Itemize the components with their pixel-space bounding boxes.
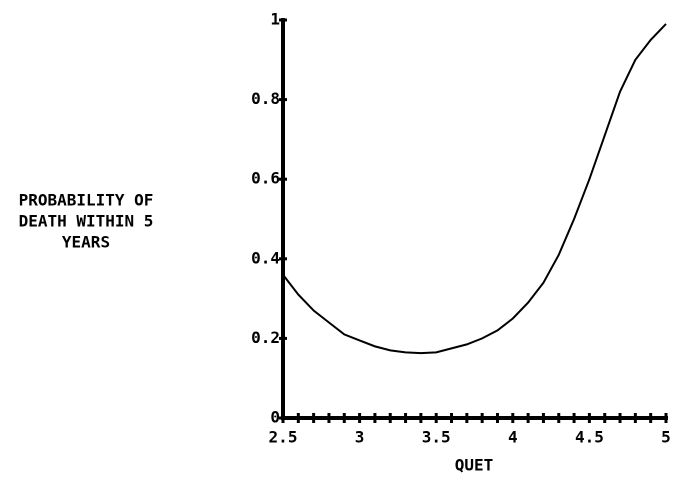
y-tick-label: 0.8 xyxy=(251,89,280,108)
y-tick-label: 0 xyxy=(270,408,280,427)
y-tick-label: 0.4 xyxy=(251,248,280,267)
y-axis-label: DEATH WITHIN 5 xyxy=(19,212,154,231)
x-tick-label: 5 xyxy=(661,428,671,447)
x-tick-label: 2.5 xyxy=(269,428,298,447)
x-tick-label: 3 xyxy=(355,428,365,447)
x-tick-label: 3.5 xyxy=(422,428,451,447)
x-axis-label: QUET xyxy=(455,456,494,475)
x-tick-label: 4 xyxy=(508,428,518,447)
curve xyxy=(282,23,667,355)
x-tick-label: 4.5 xyxy=(575,428,604,447)
y-axis-label: PROBABILITY OF xyxy=(19,191,154,210)
y-axis-label: YEARS xyxy=(62,233,110,252)
y-tick-label: 0.2 xyxy=(251,328,280,347)
y-tick-label: 0.6 xyxy=(251,169,280,188)
y-tick-label: 1 xyxy=(270,10,280,29)
